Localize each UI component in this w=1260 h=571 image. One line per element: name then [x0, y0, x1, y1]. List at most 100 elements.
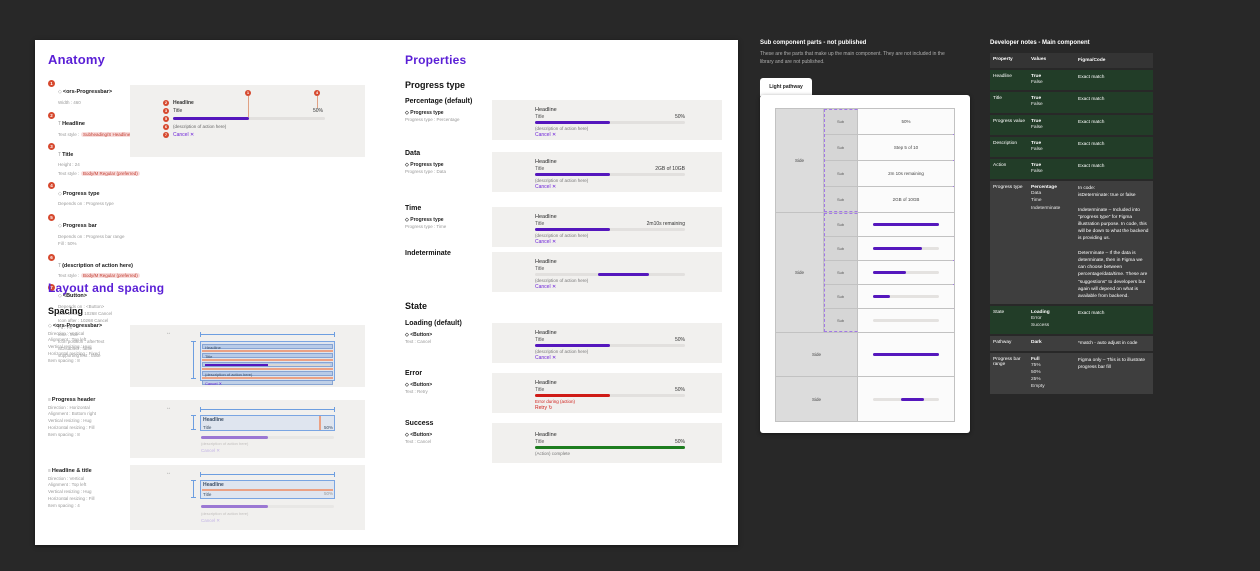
progress-fill-25 [873, 295, 890, 298]
layout-headline-label: Headline [203, 417, 224, 423]
section-data-line: Progress type : Data [405, 169, 447, 174]
section-error-line: Text : Retry [405, 389, 428, 394]
spacing-subtitle: Spacing [48, 306, 84, 316]
faded-description: (description of action here) [201, 441, 249, 446]
indeterminate-fill [598, 273, 649, 276]
progress-track [535, 273, 685, 276]
layout-title-label: Title [203, 492, 212, 497]
spacing-diagram-vertical: ↔ Headline Title (description of action … [130, 325, 365, 387]
diagram-progress-track [173, 117, 325, 120]
pathway-row: Sub [824, 237, 954, 261]
cancel-link[interactable]: Cancel ✕ [535, 132, 557, 138]
bar-cell [858, 333, 954, 376]
pathway-row: Sub 50% [824, 109, 954, 135]
section-error-label: Error [405, 370, 423, 377]
layout-headline-label: Headline [203, 482, 224, 488]
devnotes-row-title: Title True False Exact match [990, 92, 1153, 115]
pathway-row: Sub [824, 213, 954, 237]
progress-track [535, 173, 685, 176]
subparts-description: These are the parts that make up the mai… [760, 51, 945, 65]
marker-line [248, 96, 249, 118]
progress-fill-50 [873, 271, 906, 274]
width-dimension-icon: ↔ [166, 405, 171, 411]
diagram-title: Title [173, 108, 183, 114]
marker-5: 5 [48, 214, 55, 222]
retry-link[interactable]: Retry ↻ [535, 405, 553, 411]
anatomy-item-progress-type: 4 ◇Progress type Depends on : Progress t… [48, 181, 160, 208]
diagram-progress-fill [173, 117, 249, 120]
anatomy-item-title: 3 TTitle Height : 24 Text style : Body/M… [48, 142, 160, 176]
layout-title-label: Title [203, 424, 212, 430]
section-indeterminate-label: Indeterminate [405, 250, 451, 257]
anatomy-title: Anatomy [48, 52, 106, 67]
sub-cell: Sub [824, 309, 858, 332]
example-card-percentage: Headline Title 50% (description of actio… [492, 100, 722, 140]
anatomy-item-description: 6 T(description of action here) Text sty… [48, 253, 160, 279]
diagram-marker-6: 6 [163, 124, 169, 130]
faded-value: 50% [324, 491, 334, 496]
progress-track [873, 295, 939, 298]
cancel-link[interactable]: Cancel ✕ [535, 355, 557, 361]
text-icon: T [58, 151, 62, 158]
spacing-gap [202, 376, 333, 379]
cancel-link[interactable]: Cancel ✕ [535, 239, 557, 245]
sub-cell: Sub [824, 261, 858, 284]
bar-cell [858, 237, 954, 260]
diagram-marker-2: 2 [163, 100, 169, 106]
devnotes-row-progress-type: Progress type Percentage Data Time Indete… [990, 181, 1153, 307]
section-time-line: Progress type : Time [405, 224, 447, 229]
col-values: Values [1031, 57, 1047, 62]
progress-track [873, 397, 939, 401]
value-cell: 50% [858, 109, 954, 134]
section-percentage-line: Progress type : Percentage [405, 117, 460, 122]
pathway-row: Sub Step 5 of 10 [824, 135, 954, 161]
text-icon: T [58, 262, 62, 269]
pathway-row: Sub [824, 261, 954, 285]
cancel-link[interactable]: Cancel ✕ [535, 184, 557, 190]
devnotes-row-headline: Headline True False Exact match [990, 70, 1153, 93]
diagram-cancel-link[interactable]: Cancel ✕ [173, 132, 195, 138]
faded-progress-fill [201, 505, 268, 508]
bar-cell [858, 261, 954, 284]
sub-cell: Sub [824, 187, 858, 212]
tab-light-pathway[interactable]: Light pathway [760, 78, 812, 96]
marker-2: 2 [48, 112, 55, 120]
marker-1: 1 [48, 80, 55, 87]
diagram-headline: Headline [173, 100, 194, 106]
section-error-prop: ◇ <Button> [405, 382, 433, 388]
col-property: Property [993, 57, 1013, 62]
example-card-error: Headline Title 50% Error during (action)… [492, 373, 722, 413]
sub-cell: Sub [824, 161, 858, 186]
pathway-row: Sub [824, 309, 954, 332]
progress-fill-full [873, 353, 939, 356]
anatomy-item-progressbar: 1 ◇<ors-Progressbar> Width : 460 [48, 80, 160, 106]
example-card-time: Headline Title 2m10s remaining (descript… [492, 207, 722, 247]
marker-line [317, 96, 318, 108]
spacing-gap [202, 349, 333, 352]
light-pathway-card: Side Sub 50% Sub Step 5 of 10 Sub 2m 10s… [760, 95, 970, 433]
progress-fill [535, 121, 610, 124]
devnotes-row-pathway: Pathway Dark *match - auto adjust in cod… [990, 335, 1153, 353]
width-measure-arrow [200, 332, 335, 337]
devnotes-table: Property Values Figma/Code Headline True… [990, 53, 1153, 397]
layout-icon: ≡ [48, 397, 51, 403]
spacing-spec-headline-title: ≡Headline & title Direction : Vertical A… [48, 468, 95, 509]
progress-track [873, 353, 939, 356]
faded-progress-track [201, 505, 334, 508]
text-style-pill: Body/M Regular (preferred) [80, 273, 141, 279]
text-style-pill: Body/M Regular (preferred) [80, 170, 141, 176]
diagram-marker-7: 7 [163, 132, 169, 138]
pathway-row: Sub 2GB of 10GB [824, 187, 954, 212]
progress-fill-75 [873, 247, 923, 250]
cancel-link[interactable]: Cancel ✕ [535, 284, 557, 290]
section-loading-prop: ◇ <Button> [405, 332, 433, 338]
spec-page: Anatomy 1 ◇<ors-Progressbar> Width : 460… [35, 40, 738, 545]
faded-progress-fill [201, 436, 268, 439]
bar-cell [858, 309, 954, 332]
component-icon: ◇ [58, 89, 62, 95]
bar-cell [858, 377, 954, 421]
spacing-gap [202, 367, 333, 370]
side-cell: Side [776, 377, 858, 421]
pathway-group-bars: Side Sub Sub Sub Sub [776, 213, 954, 333]
faded-description: (description of action here) [201, 511, 249, 516]
